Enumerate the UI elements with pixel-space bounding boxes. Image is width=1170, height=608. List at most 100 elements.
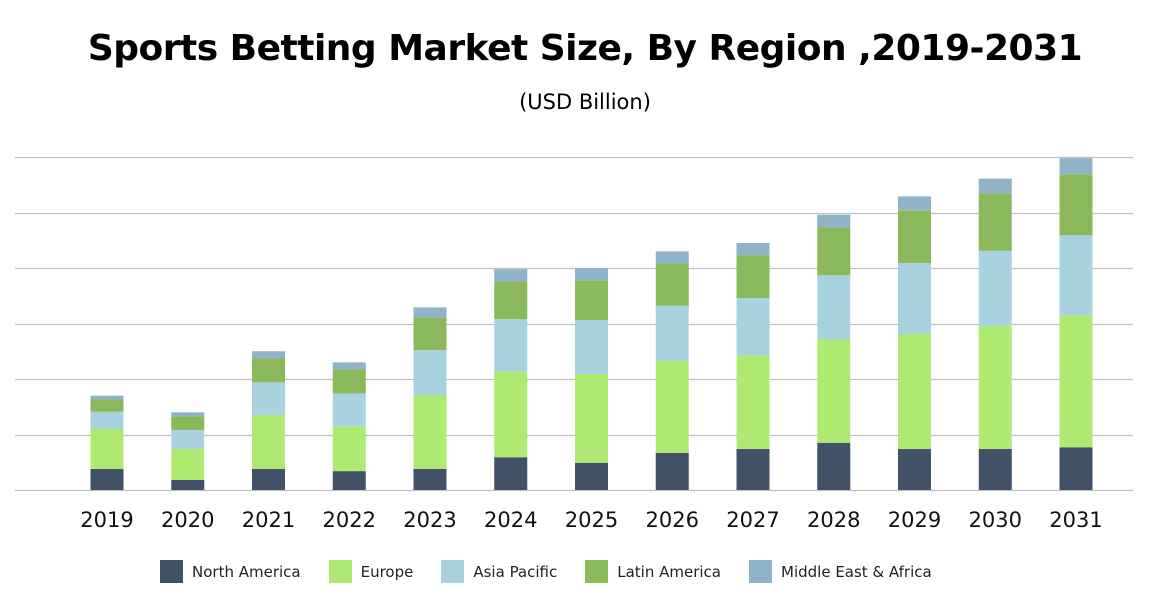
bar-segment-middle-east-africa-2025 xyxy=(575,268,608,281)
x-tick-label: 2025 xyxy=(565,508,618,532)
legend-item: Europe xyxy=(328,560,414,583)
bar-segment-asia-pacific-2023 xyxy=(413,350,447,396)
x-tick-label: 2028 xyxy=(807,508,860,532)
bar-segment-latin-america-2021 xyxy=(252,358,285,383)
bar-segment-europe-2028 xyxy=(817,339,851,443)
bar-segment-north-america-2030 xyxy=(978,448,1012,490)
bar-segment-asia-pacific-2029 xyxy=(898,263,931,335)
bar-segment-north-america-2021 xyxy=(252,468,285,490)
bar-segment-europe-2024 xyxy=(494,371,528,458)
bar-segment-north-america-2019 xyxy=(90,468,124,490)
x-tick-label: 2021 xyxy=(242,508,295,532)
bar-segment-asia-pacific-2019 xyxy=(90,411,124,429)
bar-segment-middle-east-africa-2030 xyxy=(978,178,1012,194)
x-tick-label: 2022 xyxy=(323,508,376,532)
bar-segment-asia-pacific-2024 xyxy=(494,319,528,372)
bar-segment-asia-pacific-2020 xyxy=(171,430,205,449)
bar-segment-europe-2020 xyxy=(171,448,205,481)
x-tick-label: 2023 xyxy=(403,508,456,532)
bars xyxy=(90,158,1093,490)
legend-swatch xyxy=(328,560,352,583)
legend-item: Middle East & Africa xyxy=(749,560,932,583)
bar-segment-asia-pacific-2022 xyxy=(332,393,366,427)
bar-segment-middle-east-africa-2024 xyxy=(494,269,528,282)
x-tick-label: 2029 xyxy=(888,508,941,532)
bar-segment-europe-2027 xyxy=(736,355,770,449)
bar-segment-latin-america-2027 xyxy=(736,255,770,298)
legend-label: North America xyxy=(192,562,301,581)
bar-segment-latin-america-2030 xyxy=(978,193,1012,251)
bar-segment-europe-2029 xyxy=(898,334,931,449)
legend-item: North America xyxy=(160,560,301,583)
bar-segment-asia-pacific-2021 xyxy=(252,382,285,416)
bar-segment-europe-2022 xyxy=(332,426,366,472)
bar-segment-asia-pacific-2030 xyxy=(978,250,1012,326)
bar-segment-latin-america-2022 xyxy=(332,369,366,394)
x-tick-label: 2020 xyxy=(161,508,214,532)
bar-segment-middle-east-africa-2019 xyxy=(90,395,124,400)
bar-segment-europe-2031 xyxy=(1059,315,1093,448)
legend-swatch xyxy=(441,560,465,583)
bar-segment-latin-america-2024 xyxy=(494,281,528,320)
legend-swatch xyxy=(160,560,183,583)
bar-segment-asia-pacific-2028 xyxy=(817,275,851,340)
bar-segment-latin-america-2025 xyxy=(575,280,608,321)
bar-segment-north-america-2029 xyxy=(898,448,931,490)
bar-segment-middle-east-africa-2028 xyxy=(817,214,851,228)
bar-segment-middle-east-africa-2026 xyxy=(655,251,689,264)
bar-segment-north-america-2028 xyxy=(817,442,851,490)
bar-segment-middle-east-africa-2029 xyxy=(898,196,931,211)
bar-segment-europe-2030 xyxy=(978,325,1012,449)
legend-label: Asia Pacific xyxy=(473,562,558,581)
bar-segment-north-america-2026 xyxy=(655,452,689,490)
x-tick-label: 2019 xyxy=(80,508,133,532)
bar-segment-north-america-2022 xyxy=(332,471,366,490)
bar-segment-middle-east-africa-2022 xyxy=(332,362,366,370)
bar-segment-latin-america-2029 xyxy=(898,210,931,264)
bar-segment-middle-east-africa-2031 xyxy=(1059,158,1093,175)
chart-title: Sports Betting Market Size, By Region ,2… xyxy=(87,28,1083,69)
bar-segment-latin-america-2031 xyxy=(1059,174,1093,236)
bar-segment-north-america-2024 xyxy=(494,457,528,490)
x-tick-label: 2031 xyxy=(1049,508,1102,532)
legend-label: Europe xyxy=(360,562,414,581)
bar-segment-latin-america-2028 xyxy=(817,227,851,276)
bar-segment-latin-america-2023 xyxy=(413,317,447,351)
bar-segment-middle-east-africa-2020 xyxy=(171,412,205,417)
legend-label: Middle East & Africa xyxy=(781,562,932,581)
bar-segment-north-america-2020 xyxy=(171,480,205,490)
bar-segment-europe-2023 xyxy=(413,395,447,469)
legend-swatch xyxy=(585,560,609,583)
bar-segment-latin-america-2020 xyxy=(171,416,205,431)
chart-subtitle: (USD Billion) xyxy=(519,90,651,114)
bar-segment-latin-america-2019 xyxy=(90,399,124,412)
bar-segment-europe-2026 xyxy=(655,360,689,453)
x-tick-label: 2024 xyxy=(484,508,537,532)
bar-segment-north-america-2025 xyxy=(575,462,608,490)
gridlines xyxy=(15,156,1133,492)
legend-item: Asia Pacific xyxy=(441,560,557,583)
bar-segment-asia-pacific-2026 xyxy=(655,305,689,361)
legend-label: Latin America xyxy=(617,562,721,581)
legend-swatch xyxy=(749,560,772,583)
x-tick-label: 2026 xyxy=(646,508,699,532)
bar-segment-middle-east-africa-2027 xyxy=(736,243,770,256)
bar-segment-europe-2019 xyxy=(90,428,124,469)
bar-segment-asia-pacific-2025 xyxy=(575,320,608,375)
bar-segment-europe-2021 xyxy=(252,415,285,469)
x-tick-label: 2027 xyxy=(726,508,779,532)
bar-segment-europe-2025 xyxy=(575,374,608,463)
bar-segment-middle-east-africa-2023 xyxy=(413,307,447,318)
x-tick-label: 2030 xyxy=(969,508,1022,532)
bar-segment-middle-east-africa-2021 xyxy=(252,351,285,359)
bar-segment-asia-pacific-2031 xyxy=(1059,235,1093,316)
legend-item: Latin America xyxy=(585,560,721,583)
x-tick-labels: 2019 2020 2021 2022 2023 2024 2025 2026 2027 2028… xyxy=(80,508,1102,532)
bar-segment-north-america-2031 xyxy=(1059,447,1093,490)
bar-segment-latin-america-2026 xyxy=(655,263,689,306)
bar-segment-asia-pacific-2027 xyxy=(736,297,770,356)
legend: North America Europe Asia Pacific Latin Ame… xyxy=(160,560,960,583)
bar-segment-north-america-2023 xyxy=(413,468,447,490)
bar-segment-north-america-2027 xyxy=(736,448,770,490)
